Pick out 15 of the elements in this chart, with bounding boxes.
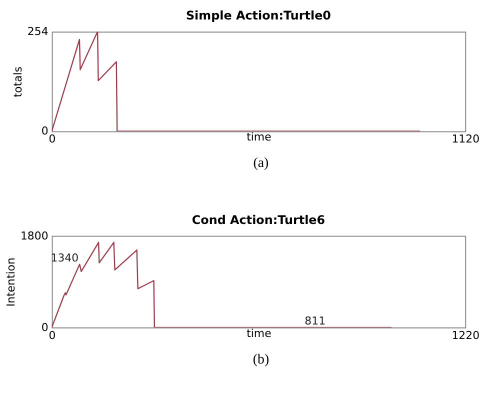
- annotation: 1340: [50, 251, 79, 264]
- x-tick-label: 1220: [452, 328, 480, 342]
- chart-title: Cond Action:Turtle6: [192, 212, 326, 227]
- x-tick-label: 1120: [452, 132, 480, 146]
- annotation: 811: [304, 314, 326, 328]
- chart-title: Simple Action:Turtle0: [186, 8, 331, 23]
- text: (a): [253, 156, 270, 172]
- x-axis-title: time: [246, 326, 272, 340]
- y-tick-label: 254: [27, 25, 48, 38]
- text: (b): [252, 352, 270, 368]
- y-axis-title: totals: [11, 66, 24, 98]
- x-axis-title: time: [246, 130, 272, 144]
- line-series: [52, 32, 421, 132]
- y-tick-label: 1800: [20, 229, 48, 242]
- y-axis-title: Intention: [4, 258, 18, 307]
